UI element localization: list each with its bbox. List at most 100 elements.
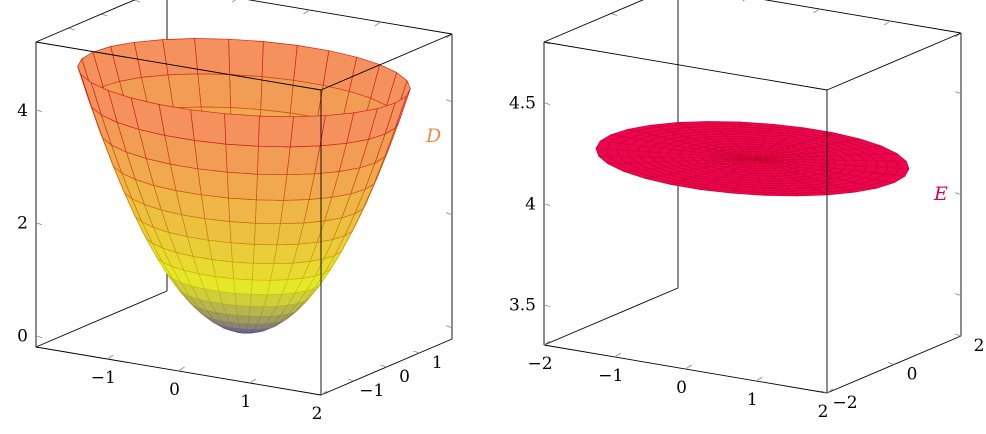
x-tick-label: −1 bbox=[91, 368, 116, 388]
surface-patch bbox=[228, 197, 257, 224]
surface-patch bbox=[289, 115, 326, 148]
axis-edge bbox=[35, 0, 136, 43]
surface-label: D bbox=[425, 125, 441, 147]
z-tick-mark bbox=[543, 304, 551, 307]
z-tick-mark bbox=[35, 335, 43, 339]
x-tick-mark bbox=[107, 354, 114, 360]
z-tick-label: 2 bbox=[17, 214, 28, 234]
surface-patch bbox=[211, 259, 235, 280]
axis-edge bbox=[763, 0, 962, 34]
surface-patch bbox=[293, 45, 330, 86]
surface-patch bbox=[162, 38, 199, 76]
surface-patch bbox=[286, 145, 321, 176]
surface-patch bbox=[201, 194, 231, 222]
z-tick-mark bbox=[35, 109, 43, 113]
y-tick-mark bbox=[68, 27, 75, 31]
axis-edge bbox=[35, 41, 322, 91]
axis-edge bbox=[320, 33, 453, 91]
z-tick-label: 0 bbox=[17, 327, 28, 347]
x-tick-mark bbox=[303, 9, 310, 15]
surface-patch bbox=[224, 113, 260, 147]
surface-patch bbox=[204, 218, 232, 244]
z-tick-label: 3.5 bbox=[509, 296, 536, 316]
x-tick-label: 2 bbox=[312, 404, 323, 424]
surface-patch bbox=[261, 41, 298, 81]
axis-edge bbox=[826, 32, 962, 91]
x-tick-label: −2 bbox=[527, 354, 552, 374]
surface-patch bbox=[732, 190, 766, 196]
surface-patch bbox=[226, 171, 258, 201]
y-tick-mark bbox=[610, 13, 618, 16]
surface-patch bbox=[238, 322, 249, 330]
surface-patch bbox=[253, 222, 281, 246]
y-tick-mark bbox=[347, 378, 354, 382]
surface-patch bbox=[158, 104, 195, 141]
surface-patch bbox=[225, 143, 259, 175]
y-tick-mark bbox=[134, 0, 141, 3]
surface-patch bbox=[229, 74, 263, 110]
z-tick-label: 4.5 bbox=[509, 94, 536, 114]
x-tick-mark bbox=[232, 0, 236, 3]
x-tick-mark bbox=[826, 388, 834, 394]
y-tick-label: 0 bbox=[907, 365, 918, 385]
surface-plot-d: −1 0 1 2 −1 0 1 0 2 4 D bbox=[17, 0, 453, 424]
axis-edge bbox=[247, 0, 453, 35]
x-tick-mark bbox=[813, 8, 820, 14]
surface-patch bbox=[190, 109, 227, 145]
surface-patch bbox=[252, 244, 278, 265]
y-tick-mark bbox=[887, 362, 895, 365]
surface-patch bbox=[237, 315, 250, 325]
x-tick-label: 2 bbox=[818, 402, 829, 422]
surface-patch bbox=[194, 38, 230, 75]
y-tick-label: −2 bbox=[832, 393, 857, 413]
surface-patch bbox=[250, 279, 271, 295]
surface-patch bbox=[197, 73, 231, 108]
x-tick-mark bbox=[374, 21, 381, 27]
axis-edge bbox=[543, 41, 828, 91]
x-tick-label: 1 bbox=[240, 392, 251, 412]
z-tick-mark bbox=[445, 99, 453, 103]
surface-patch bbox=[197, 168, 229, 199]
x-tick-mark bbox=[178, 366, 185, 372]
x-tick-mark bbox=[884, 20, 891, 26]
surface-patch bbox=[283, 173, 315, 201]
z-tick-mark bbox=[954, 192, 962, 195]
y-tick-mark bbox=[820, 390, 828, 394]
surface-patch bbox=[229, 221, 256, 245]
surface-patch bbox=[230, 242, 255, 264]
surface-patch bbox=[233, 278, 253, 295]
surface-patch bbox=[764, 192, 798, 197]
surface-patch bbox=[228, 38, 264, 78]
x-tick-label: −1 bbox=[598, 366, 623, 386]
surface-patch bbox=[257, 145, 291, 176]
surface-patch bbox=[249, 293, 268, 308]
surface-patch bbox=[234, 292, 252, 307]
x-tick-label: 0 bbox=[169, 380, 180, 400]
x-tick-label: 0 bbox=[676, 378, 687, 398]
x-tick-label: 1 bbox=[747, 390, 758, 410]
surface-patch bbox=[260, 76, 295, 114]
y-tick-mark bbox=[380, 364, 387, 368]
x-tick-mark bbox=[249, 378, 256, 384]
x-tick-mark bbox=[685, 364, 692, 370]
z-tick-mark bbox=[954, 293, 962, 296]
x-tick-mark bbox=[320, 390, 328, 396]
z-tick-label: 4 bbox=[17, 101, 28, 121]
surface-patch bbox=[193, 140, 228, 173]
surface-patch bbox=[668, 152, 682, 158]
surface-patch bbox=[258, 115, 294, 148]
surface-patch bbox=[255, 173, 288, 201]
y-tick-label: 0 bbox=[399, 367, 410, 387]
z-tick-mark bbox=[543, 203, 551, 206]
surface-patch bbox=[251, 262, 275, 281]
surface-patch bbox=[254, 199, 284, 225]
y-tick-label: 2 bbox=[974, 336, 985, 356]
surface-patch bbox=[679, 153, 692, 158]
y-tick-label: −1 bbox=[359, 381, 384, 401]
y-tick-label: 1 bbox=[432, 353, 443, 373]
surface-label: E bbox=[933, 183, 948, 205]
z-tick-label: 4 bbox=[525, 195, 536, 215]
y-tick-mark bbox=[954, 333, 962, 337]
